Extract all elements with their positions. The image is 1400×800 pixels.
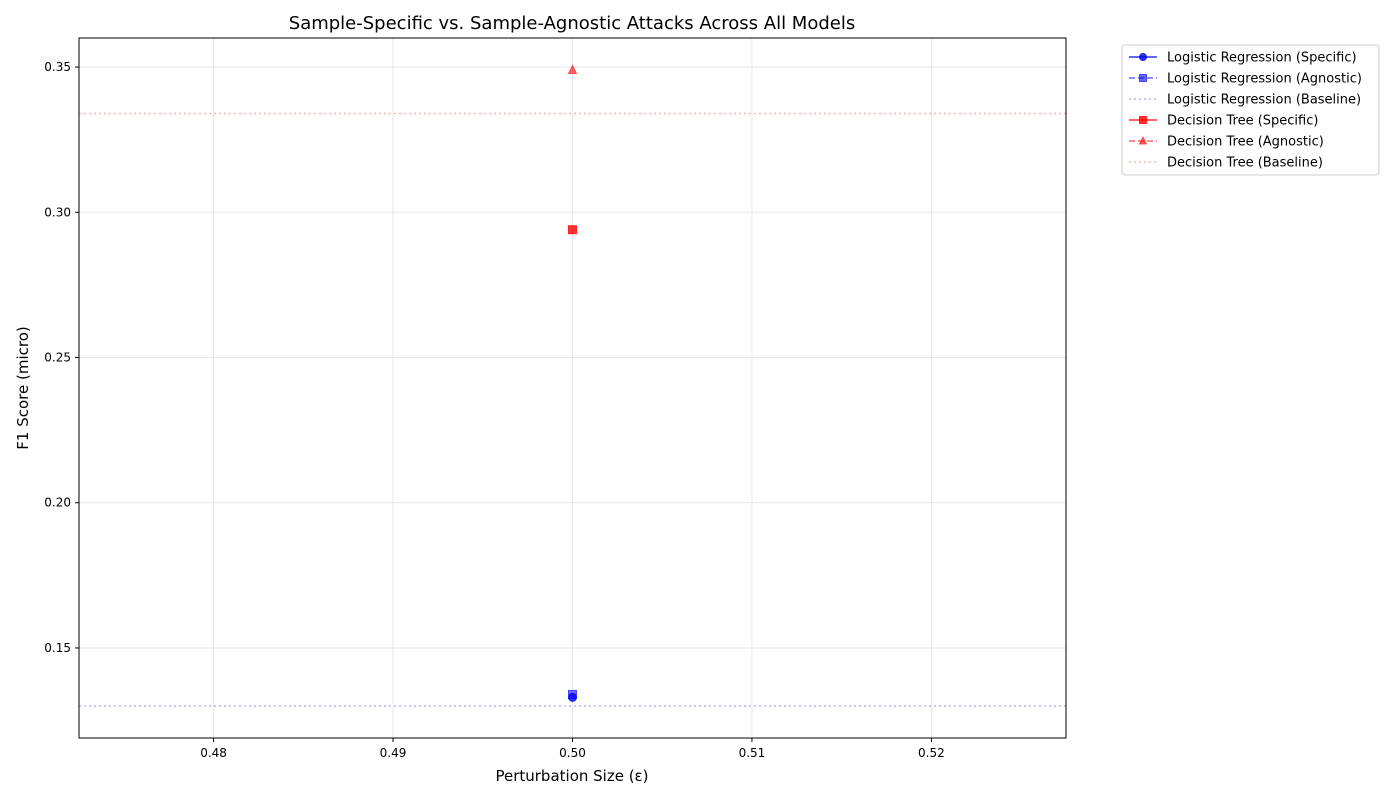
legend-marker: [1139, 53, 1147, 61]
y-tick-label: 0.30: [44, 205, 71, 219]
chart-title: Sample-Specific vs. Sample-Agnostic Atta…: [289, 13, 855, 34]
y-tick-label: 0.35: [44, 60, 71, 74]
x-tick-label: 0.50: [559, 746, 586, 760]
y-axis-label: F1 Score (micro): [14, 326, 32, 449]
legend-label: Logistic Regression (Baseline): [1167, 93, 1361, 108]
data-point: [568, 689, 577, 699]
data-point: [568, 225, 577, 235]
legend: Logistic Regression (Specific) Logistic R…: [1121, 44, 1380, 176]
legend-marker: [1139, 116, 1147, 124]
y-tick-label: 0.20: [44, 496, 71, 510]
legend-marker: [1138, 135, 1148, 145]
y-tick-label: 0.25: [44, 351, 71, 365]
legend-marker: [1139, 74, 1147, 82]
x-tick-label: 0.52: [918, 746, 945, 760]
x-tick-label: 0.48: [200, 746, 227, 760]
legend-box: [1121, 44, 1380, 176]
y-tick-label: 0.15: [44, 641, 71, 655]
x-tick-label: 0.49: [380, 746, 407, 760]
y-axis-ticks: 0.15 0.20 0.25 0.30 0.35: [44, 60, 79, 655]
x-tick-label: 0.51: [739, 746, 766, 760]
legend-label: Decision Tree (Baseline): [1167, 156, 1323, 171]
legend-label: Decision Tree (Specific): [1167, 114, 1318, 129]
x-axis-ticks: 0.48 0.49 0.50 0.51 0.52: [200, 738, 945, 760]
legend-label: Logistic Regression (Agnostic): [1167, 72, 1362, 87]
legend-label: Logistic Regression (Specific): [1167, 51, 1357, 66]
data-point: [567, 64, 578, 74]
x-axis-label: Perturbation Size (ε): [495, 767, 648, 785]
legend-label: Decision Tree (Agnostic): [1167, 135, 1324, 150]
data-markers: [567, 64, 578, 702]
